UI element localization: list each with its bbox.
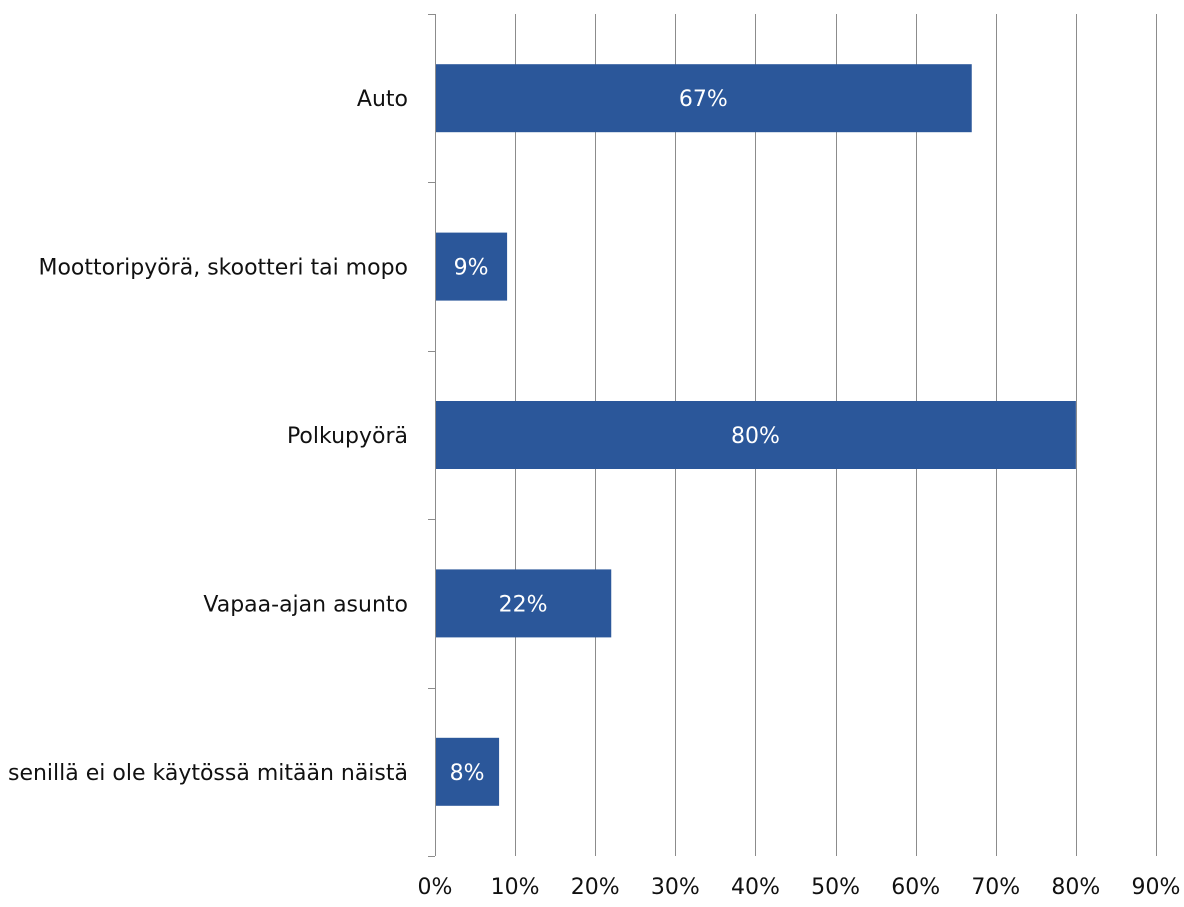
x-tick-label: 70%: [971, 875, 1020, 900]
x-tick-label: 20%: [571, 875, 620, 900]
x-tick-label: 30%: [651, 875, 700, 900]
x-tick-label: 50%: [811, 875, 860, 900]
category-label: Vapaa-ajan asunto: [203, 592, 408, 617]
x-tick-label: 40%: [731, 875, 780, 900]
data-label: 67%: [679, 87, 728, 112]
data-label: 22%: [499, 592, 548, 617]
category-label: Auto: [357, 87, 408, 112]
axis-ticks: [428, 14, 436, 857]
x-tick-label: 80%: [1051, 875, 1100, 900]
x-tick-label: 10%: [491, 875, 540, 900]
category-label: senillä ei ole käytössä mitään näistä: [8, 761, 408, 786]
bar: [436, 737, 500, 806]
bar: [436, 569, 612, 638]
bars: [436, 64, 1076, 806]
data-label: 8%: [450, 761, 485, 786]
bar: [436, 232, 508, 301]
data-label: 80%: [731, 424, 780, 449]
category-label: Moottoripyörä, skootteri tai mopo: [38, 256, 408, 281]
bar: [436, 401, 1076, 469]
bar: [436, 64, 972, 133]
x-tick-label: 60%: [891, 875, 940, 900]
x-tick-label: 90%: [1132, 875, 1181, 900]
data-label: 9%: [454, 256, 489, 281]
category-label: Polkupyörä: [287, 424, 408, 449]
x-tick-label: 0%: [418, 875, 453, 900]
labels: 0% 10% 20% 30% 40% 50% 60% 70% 80% 90% Auto 67% Moot…: [8, 87, 1180, 900]
